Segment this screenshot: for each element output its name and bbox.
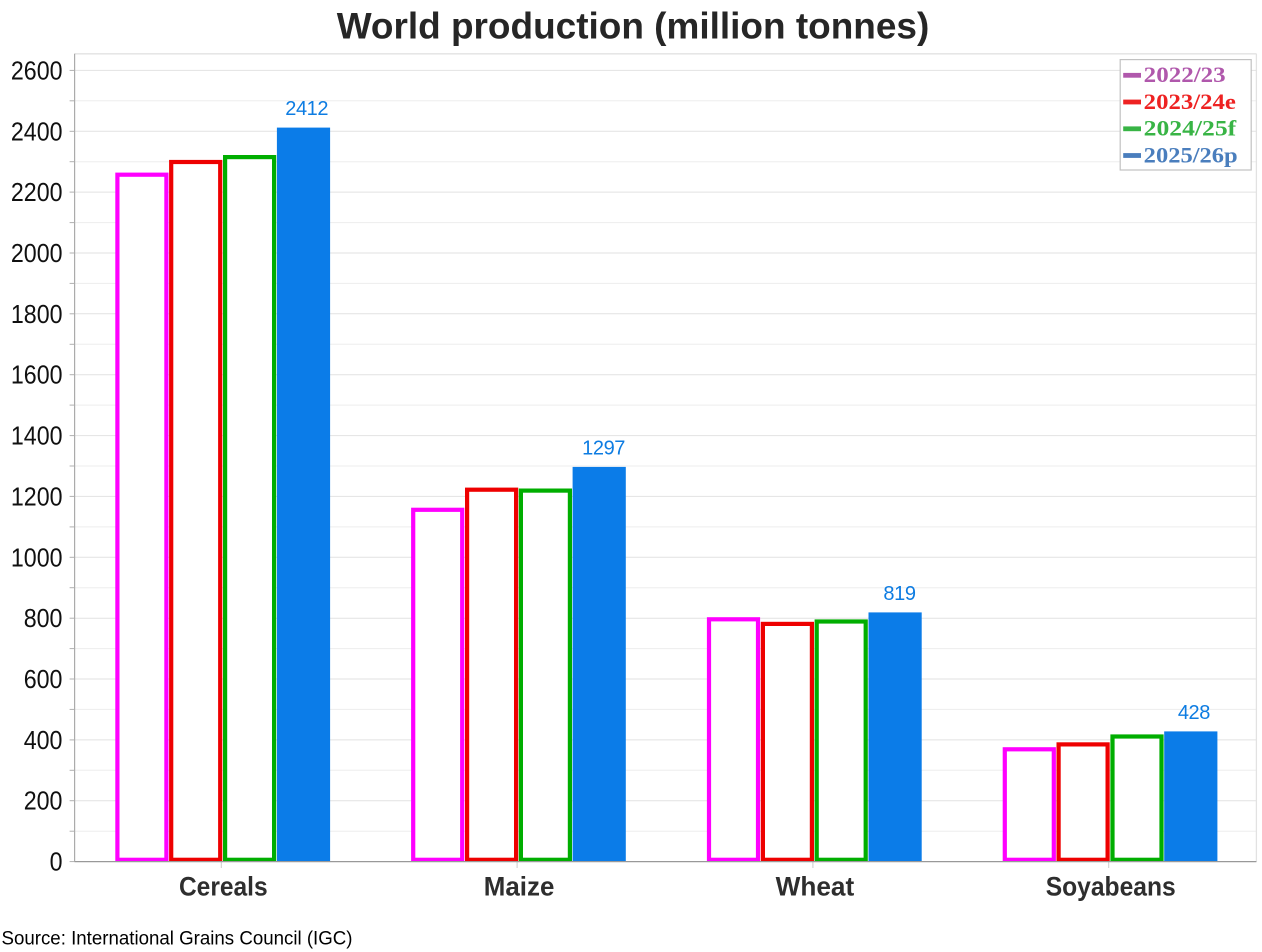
svg-text:2024/25f: 2024/25f <box>1144 116 1237 141</box>
svg-text:2600: 2600 <box>11 55 63 85</box>
svg-text:0: 0 <box>50 847 63 877</box>
svg-text:Maize: Maize <box>484 872 555 902</box>
svg-text:Soyabeans: Soyabeans <box>1046 872 1176 902</box>
svg-text:1297: 1297 <box>582 437 625 459</box>
svg-text:World production (million tonn: World production (million tonnes) <box>337 6 930 47</box>
svg-text:2022/23: 2022/23 <box>1144 62 1226 87</box>
svg-text:2412: 2412 <box>285 98 328 120</box>
svg-text:Wheat: Wheat <box>776 872 855 902</box>
svg-text:1200: 1200 <box>11 481 63 511</box>
svg-text:2000: 2000 <box>11 238 63 268</box>
svg-text:600: 600 <box>24 664 63 694</box>
svg-text:1400: 1400 <box>11 421 63 451</box>
svg-text:428: 428 <box>1178 702 1210 724</box>
svg-text:1600: 1600 <box>11 360 63 390</box>
svg-text:1800: 1800 <box>11 299 63 329</box>
svg-text:2023/24e: 2023/24e <box>1144 89 1236 114</box>
svg-text:200: 200 <box>24 786 63 816</box>
svg-text:2400: 2400 <box>11 116 63 146</box>
svg-text:2200: 2200 <box>11 177 63 207</box>
svg-text:Source: International Grains C: Source: International Grains Council (IG… <box>2 928 353 949</box>
svg-text:1000: 1000 <box>11 542 63 572</box>
svg-text:2025/26p: 2025/26p <box>1144 142 1238 167</box>
svg-text:400: 400 <box>24 725 63 755</box>
svg-text:Cereals: Cereals <box>179 872 268 902</box>
svg-text:819: 819 <box>883 583 915 605</box>
svg-text:800: 800 <box>24 603 63 633</box>
